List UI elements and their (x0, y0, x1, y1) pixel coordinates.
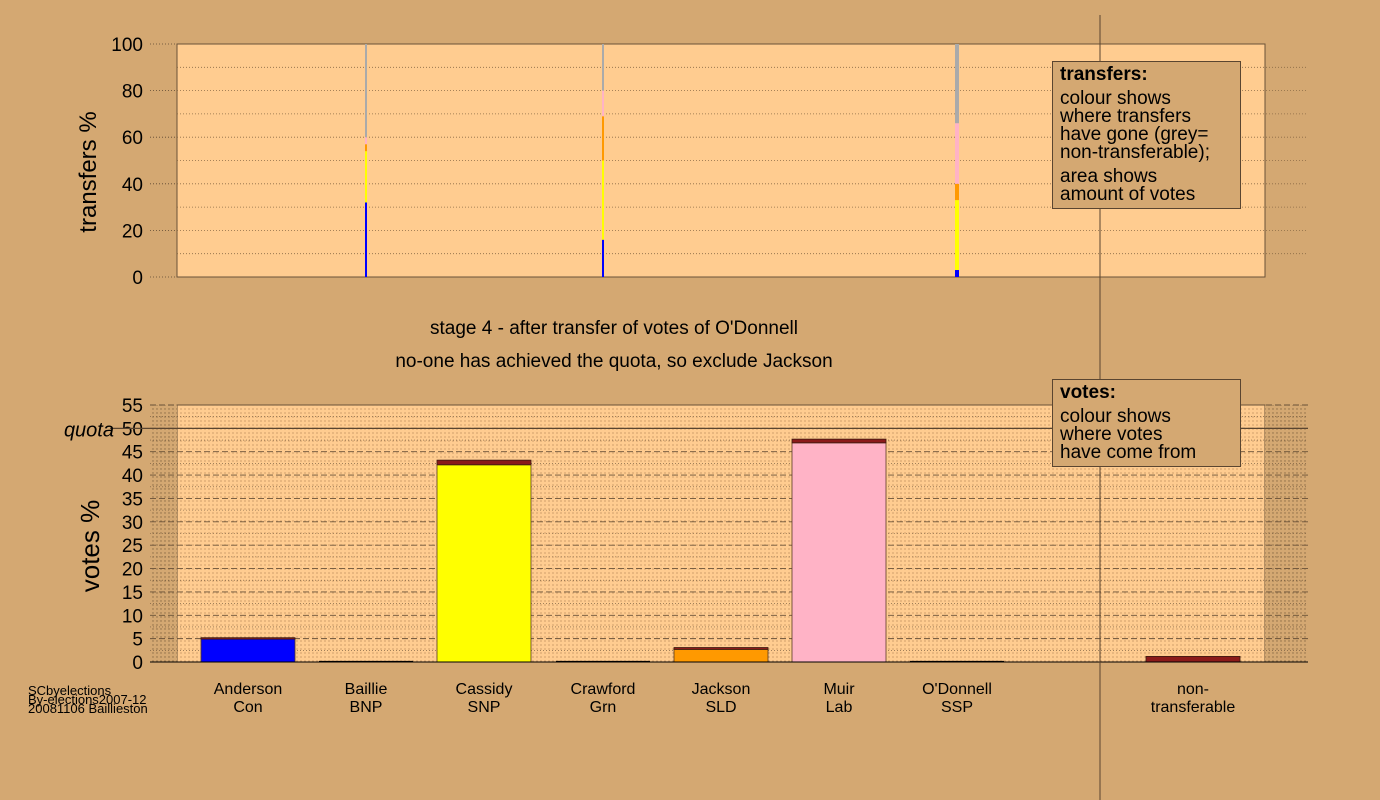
footer-line2: By-elections2007-12 (28, 692, 147, 707)
transfer-segment (365, 44, 367, 138)
transfer-segment (602, 239, 604, 277)
transfers-y-axis-label: transfers % (75, 111, 102, 232)
transfer-segment (602, 116, 604, 161)
votes-y-tick-label: 25 (122, 536, 143, 557)
votes-y-tick-label: 55 (122, 396, 143, 417)
footer-line1: SCbyelections (28, 683, 112, 698)
transfer-segment (955, 123, 959, 184)
transfers-y-tick-label: 60 (122, 128, 143, 149)
transfer-segment (955, 44, 959, 124)
stage-title: stage 4 - after transfer of votes of O'D… (430, 318, 798, 339)
transfer-segment (602, 90, 604, 117)
transfer-segment (365, 151, 367, 203)
candidate-name-label: Cassidy (456, 681, 513, 698)
footer-source: SCbyelections By-elections2007-12 200811… (28, 684, 148, 715)
transfers-legend-line: amount of votes (1060, 184, 1196, 205)
candidate-party-label: SSP (941, 699, 973, 716)
candidate-party-label: transferable (1151, 699, 1236, 716)
transfers-legend-line: where transfers (1060, 106, 1191, 127)
candidate-name-label: Jackson (692, 681, 751, 698)
transfers-legend-para1: colour shows where transfers have gone (… (1060, 88, 1233, 163)
transfers-y-tick-label: 80 (122, 82, 143, 103)
candidate-party-label: SNP (468, 699, 501, 716)
votes-y-tick-label: 15 (122, 583, 143, 604)
transfer-segment (955, 200, 959, 271)
votes-y-tick-label: 45 (122, 443, 143, 464)
vote-bar (673, 648, 769, 663)
votes-legend: votes: colour shows where votes have com… (1052, 379, 1241, 467)
votes-y-tick-label: 30 (122, 513, 143, 534)
transfers-legend: transfers: colour shows where transfers … (1052, 61, 1241, 209)
votes-y-tick-label: 40 (122, 466, 143, 487)
vote-bar-transfer-layer (791, 438, 887, 444)
vote-bar-transfer-layer (436, 459, 532, 466)
candidate-party-label: Grn (590, 699, 617, 716)
votes-right-margin (1265, 405, 1308, 662)
transfers-legend-line: non-transferable); (1060, 142, 1210, 163)
candidate-party-label: Lab (826, 699, 853, 716)
stage-subtitle: no-one has achieved the quota, so exclud… (395, 351, 832, 372)
transfers-y-tick-label: 40 (122, 175, 143, 196)
candidate-name-label: Anderson (214, 681, 283, 698)
transfers-y-tick-label: 0 (132, 268, 143, 289)
votes-y-tick-label: 5 (132, 630, 143, 651)
votes-legend-line: have come from (1060, 442, 1197, 463)
transfers-legend-line: have gone (grey= (1060, 124, 1209, 145)
vote-bar-transfer-layer (200, 637, 296, 640)
vote-bar-transfer-layer (1145, 655, 1241, 663)
transfer-segment (955, 183, 959, 201)
vote-bar (436, 464, 532, 663)
transfers-legend-para2: area shows amount of votes (1060, 166, 1233, 205)
votes-y-tick-label: 20 (122, 560, 143, 581)
candidate-party-label: Con (233, 699, 262, 716)
candidate-party-label: BNP (350, 699, 383, 716)
transfer-segment (365, 144, 367, 152)
transfers-legend-title: transfers: (1060, 64, 1148, 85)
candidate-party-label: SLD (705, 699, 736, 716)
votes-y-tick-label: 35 (122, 489, 143, 510)
candidate-name-label: Crawford (571, 681, 636, 698)
footer-line3: 20081106 Baillieston (28, 701, 148, 716)
votes-y-tick-label: 0 (132, 653, 143, 674)
transfer-segment (955, 270, 959, 277)
vote-bar (200, 638, 296, 663)
transfer-segment (365, 202, 367, 277)
vote-bar-transfer-layer (673, 647, 769, 650)
transfers-y-tick-label: 100 (111, 35, 143, 56)
transfers-y-tick-label: 20 (122, 221, 143, 242)
votes-y-tick-label: 50 (122, 419, 143, 440)
vote-bar (791, 442, 887, 663)
candidate-name-label: non- (1177, 681, 1209, 698)
quota-label: quota (64, 419, 114, 441)
transfer-segment (365, 137, 367, 145)
transfers-legend-line: area shows (1060, 166, 1158, 187)
votes-y-axis-label: votes % (75, 500, 105, 593)
votes-y-tick-label: 10 (122, 606, 143, 627)
candidate-name-label: Baillie (345, 681, 388, 698)
votes-left-margin (150, 405, 177, 662)
candidate-name-label: O'Donnell (922, 681, 992, 698)
candidate-name-label: Muir (823, 681, 855, 698)
transfers-legend-line: colour shows (1060, 88, 1171, 109)
votes-legend-line: where votes (1060, 424, 1163, 445)
transfer-segment (602, 160, 604, 240)
votes-legend-title: votes: (1060, 382, 1116, 403)
transfer-segment (602, 44, 604, 91)
votes-legend-line: colour shows (1060, 406, 1171, 427)
